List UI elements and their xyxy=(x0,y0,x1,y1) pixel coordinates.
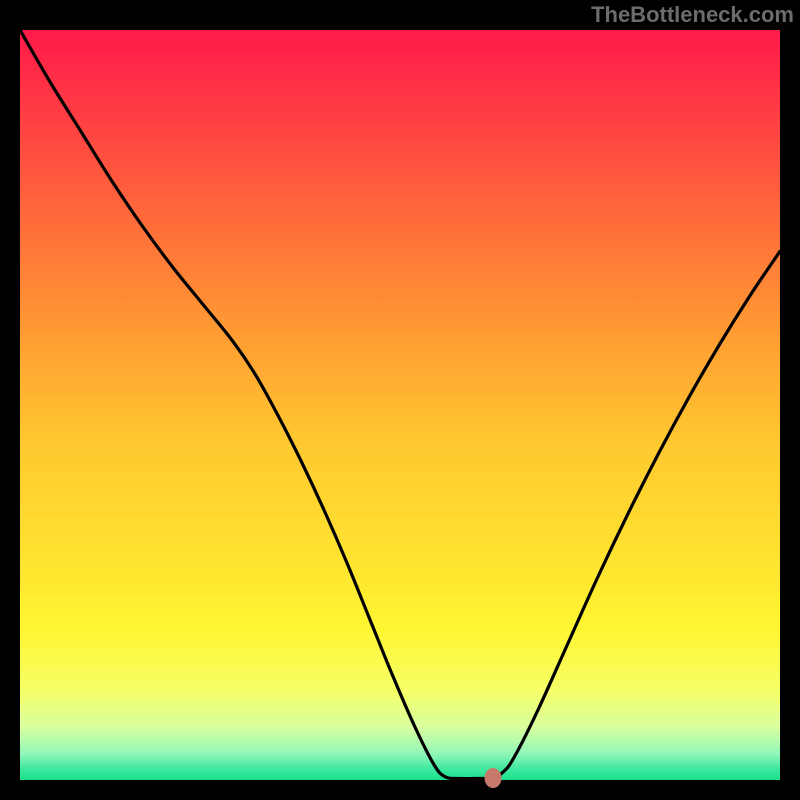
minimum-marker xyxy=(485,768,502,788)
chart-container: TheBottleneck.com xyxy=(0,0,800,800)
plot-area xyxy=(20,30,780,780)
watermark-text: TheBottleneck.com xyxy=(591,2,794,28)
curve-svg xyxy=(20,30,780,780)
curve-line xyxy=(20,30,780,779)
